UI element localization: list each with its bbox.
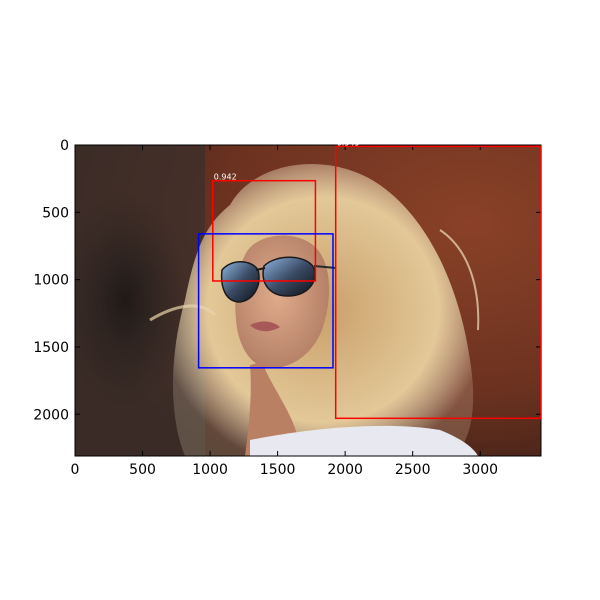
- detection-score-label: 0.942: [214, 173, 237, 182]
- detection-box: [334, 145, 542, 420]
- y-tick-label: 1500: [33, 340, 69, 356]
- x-tick-label: 1000: [192, 462, 228, 478]
- lips: [250, 321, 280, 332]
- detection-box: [212, 179, 317, 282]
- detection-boxes: 0.942 0.949: [197, 138, 542, 420]
- y-tick-label: 0: [60, 138, 69, 154]
- neck: [245, 362, 300, 456]
- x-tick-label: 0: [71, 462, 80, 478]
- shadow-area: [75, 190, 190, 410]
- x-tick-label: 3000: [462, 462, 498, 478]
- sunglasses: [220, 256, 337, 303]
- y-tick-label: 2000: [33, 407, 69, 423]
- x-tick-label: 1500: [260, 462, 296, 478]
- x-tick-label: 2500: [395, 462, 431, 478]
- x-tick-label: 500: [129, 462, 156, 478]
- y-tick-label: 1000: [33, 273, 69, 289]
- axis-ticks: 0 500 1000 1500 2000 2500 3000 0 500 1000 1500 2000: [33, 138, 541, 478]
- hair-strand: [149, 304, 217, 322]
- photo: [75, 145, 541, 456]
- x-tick-label: 2000: [327, 462, 363, 478]
- shirt: [250, 425, 478, 456]
- detection-score-label: 0.949: [337, 138, 360, 147]
- y-tick-label: 500: [42, 205, 69, 221]
- detection-box: [197, 233, 334, 369]
- hair-strand: [439, 229, 480, 331]
